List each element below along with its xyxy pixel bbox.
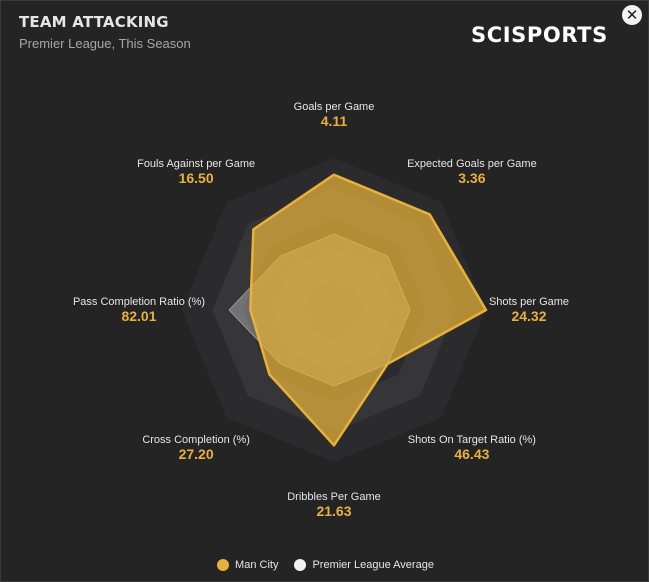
series-team-area bbox=[249, 173, 488, 447]
legend-item-team[interactable]: Man City bbox=[217, 559, 278, 571]
axis-label: Fouls Against per Game bbox=[137, 158, 255, 170]
axis-value: 4.11 bbox=[321, 113, 348, 129]
axis-label: Goals per Game bbox=[294, 101, 375, 113]
panel-title: TEAM ATTACKING bbox=[19, 13, 169, 31]
axis-value: 46.43 bbox=[454, 446, 489, 462]
average-swatch bbox=[294, 559, 307, 571]
axis-value: 24.32 bbox=[511, 308, 546, 324]
axis-label: Expected Goals per Game bbox=[407, 158, 537, 170]
axis-value: 16.50 bbox=[179, 170, 214, 186]
axis-value: 3.36 bbox=[458, 170, 485, 186]
legend-label-team: Man City bbox=[235, 559, 279, 571]
legend-item-average[interactable]: Premier League Average bbox=[294, 559, 434, 571]
team-swatch bbox=[217, 559, 230, 571]
axis-label: Cross Completion (%) bbox=[142, 434, 250, 446]
panel-subtitle: Premier League, This Season bbox=[19, 36, 191, 51]
legend-label-average: Premier League Average bbox=[312, 559, 434, 571]
axis-label: Pass Completion Ratio (%) bbox=[73, 296, 205, 308]
axis-label: Shots On Target Ratio (%) bbox=[408, 434, 536, 446]
axis-value: 27.20 bbox=[179, 446, 214, 462]
axis-label: Dribbles Per Game bbox=[287, 491, 381, 503]
brand-logo: SCISPORTS bbox=[471, 23, 608, 47]
close-icon[interactable]: ✕ bbox=[622, 5, 642, 25]
axis-value: 82.01 bbox=[121, 308, 156, 324]
axis-value: 21.63 bbox=[316, 503, 351, 519]
axis-label: Shots per Game bbox=[489, 296, 569, 308]
legend: Man City Premier League Average bbox=[1, 559, 648, 571]
